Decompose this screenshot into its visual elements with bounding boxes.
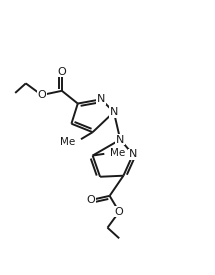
Text: O: O [115,207,124,217]
Text: O: O [86,195,95,205]
Text: N: N [97,94,105,104]
Text: N: N [129,150,137,160]
Text: Me: Me [110,148,125,158]
Text: O: O [57,67,66,77]
Text: N: N [116,135,124,145]
Text: Me: Me [60,137,76,147]
Text: N: N [110,107,118,117]
Text: O: O [37,90,46,100]
